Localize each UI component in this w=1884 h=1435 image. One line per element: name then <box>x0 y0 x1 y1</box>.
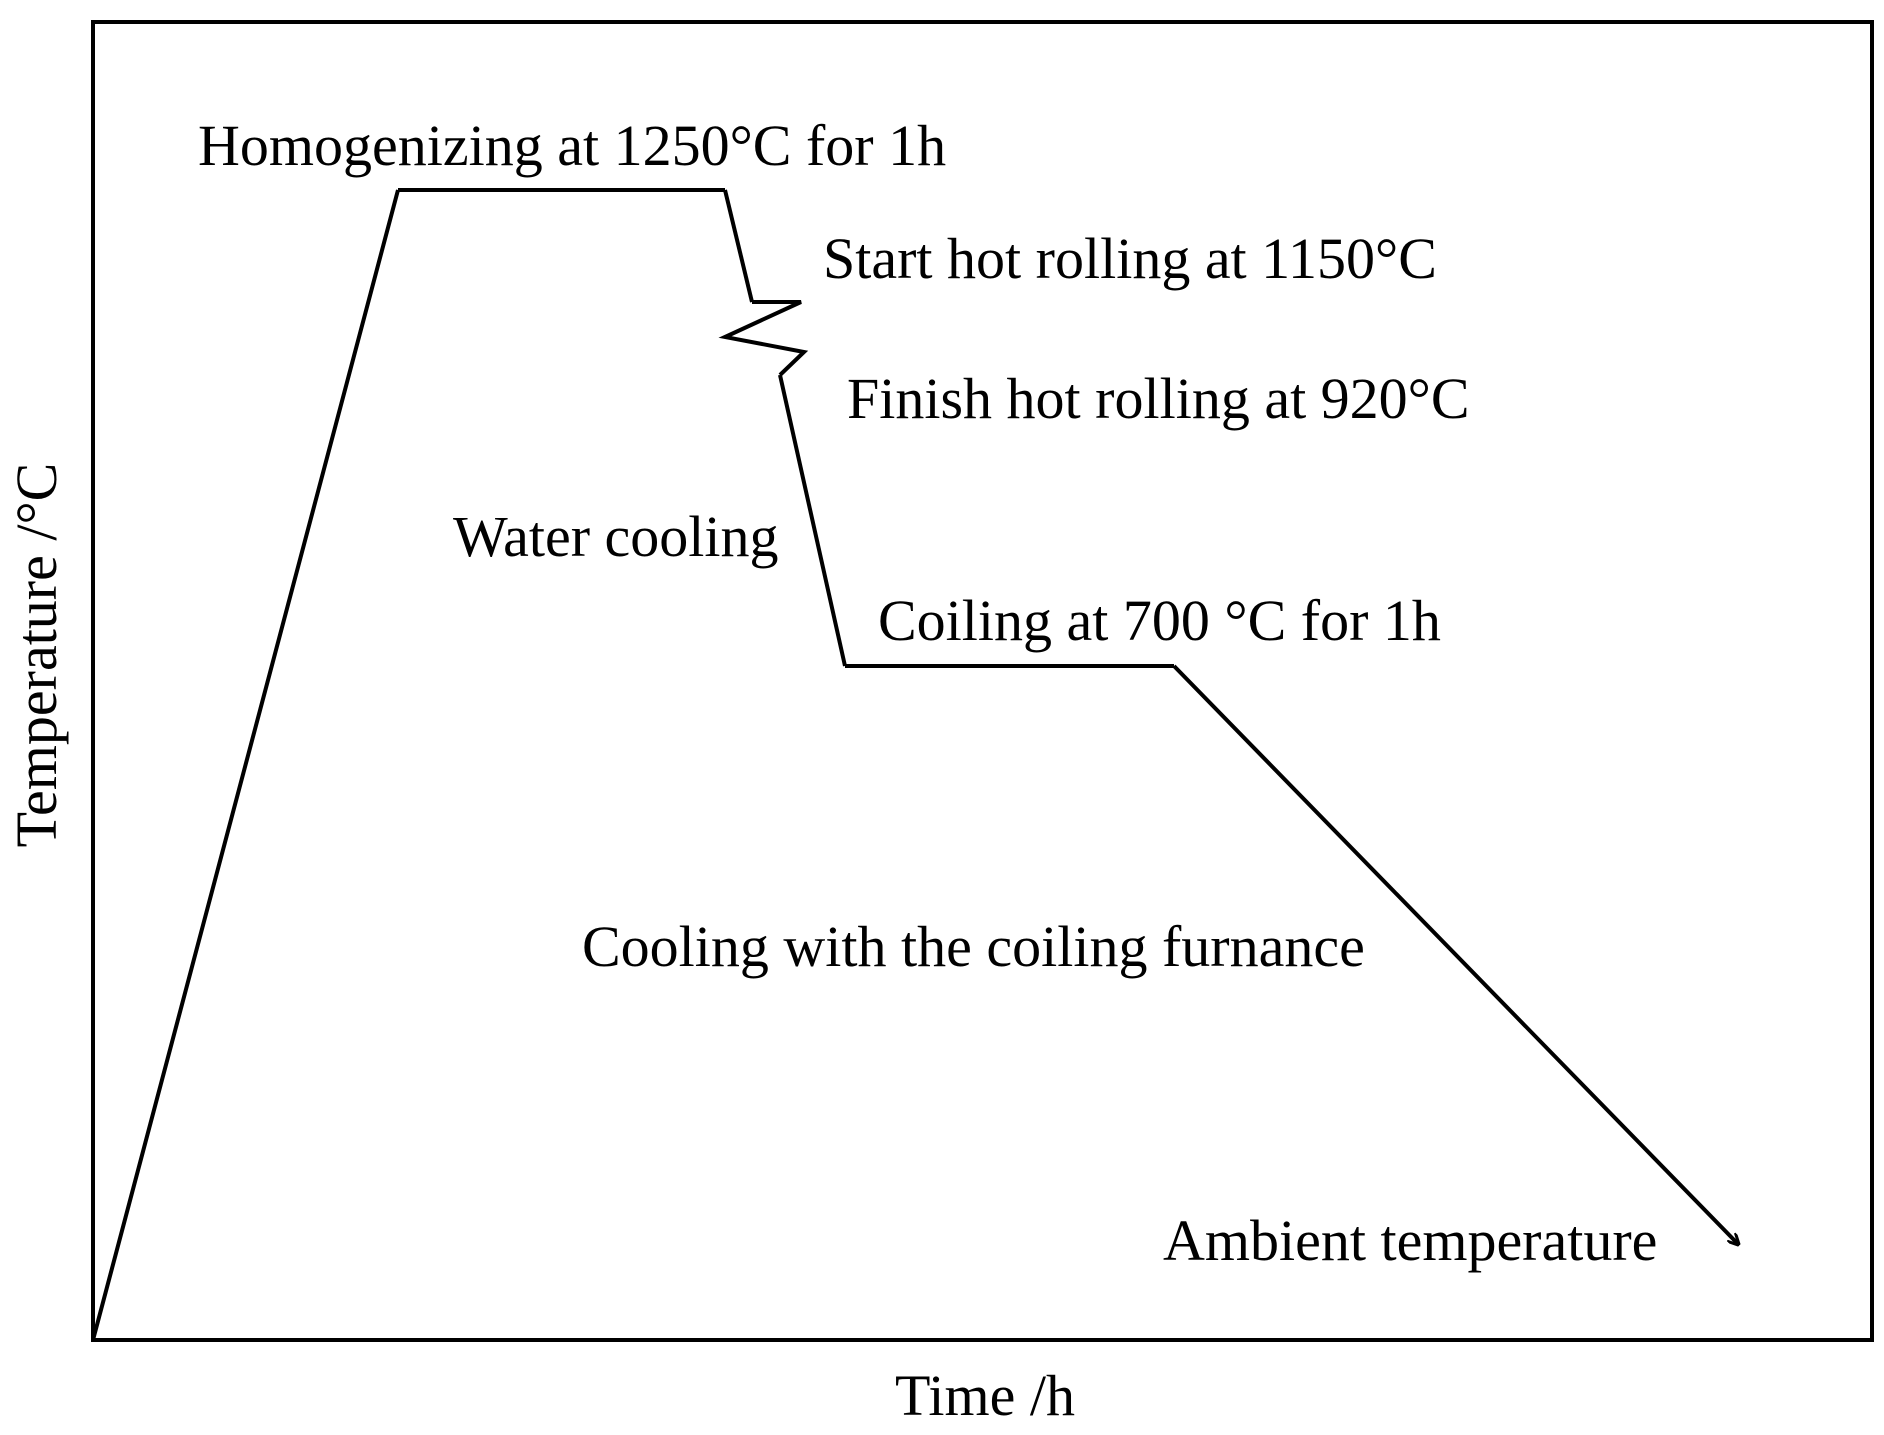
plot-frame <box>91 20 1874 1342</box>
furnace-cooling-label: Cooling with the coiling furnance <box>582 914 1365 979</box>
coiling-label: Coiling at 700 °C for 1h <box>878 588 1441 653</box>
heating-ramp-line <box>91 189 400 1341</box>
furnace-cooling-arrow <box>1172 664 1738 1244</box>
finish-rolling-label: Finish hot rolling at 920°C <box>847 366 1470 431</box>
y-axis-label: Temperature /°C <box>4 463 69 848</box>
cooling-to-rolling-line <box>723 189 754 303</box>
ambient-label: Ambient temperature <box>1163 1208 1657 1273</box>
x-axis-label: Time /h <box>895 1363 1075 1428</box>
water-cooling-label: Water cooling <box>453 504 779 569</box>
hot-rolling-zigzag <box>718 300 809 377</box>
homogenizing-label: Homogenizing at 1250°C for 1h <box>198 113 946 178</box>
start-rolling-label: Start hot rolling at 1150°C <box>823 226 1437 291</box>
water-cooling-line <box>778 374 847 667</box>
